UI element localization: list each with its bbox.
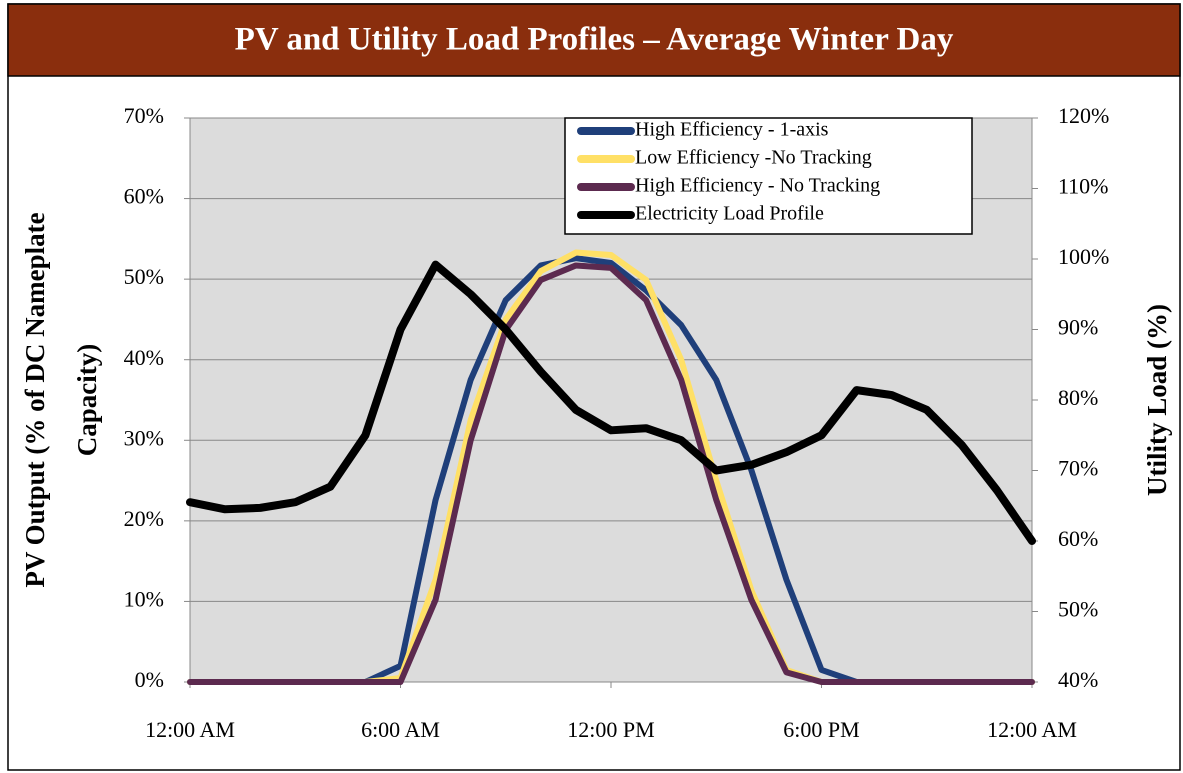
y2-tick-label: 50% — [1058, 597, 1098, 622]
x-tick-label: 12:00 AM — [987, 717, 1077, 742]
x-tick-label: 6:00 AM — [361, 717, 440, 742]
series-line — [187, 262, 1035, 685]
chart-title: PV and Utility Load Profiles – Average W… — [235, 22, 954, 58]
y2-tick-label: 110% — [1058, 174, 1109, 199]
y2-tick-label: 60% — [1058, 526, 1098, 551]
y-axis-title: Capacity) — [72, 344, 102, 456]
title-bar — [7, 3, 1181, 77]
y-tick-label: 50% — [124, 264, 164, 289]
x-tick-label: 6:00 PM — [783, 717, 859, 742]
x-tick-label: 12:00 AM — [145, 717, 235, 742]
y2-tick-label: 70% — [1058, 456, 1098, 481]
y2-tick-label: 40% — [1058, 667, 1098, 692]
y-tick-label: 10% — [124, 586, 164, 611]
y-tick-label: 60% — [124, 184, 164, 209]
legend-label: Electricity Load Profile — [635, 203, 824, 225]
legend-label: High Efficiency - 1-axis — [635, 119, 829, 141]
x-tick-label: 12:00 PM — [567, 717, 654, 742]
y-tick-label: 40% — [124, 345, 164, 370]
y-tick-label: 0% — [135, 667, 164, 692]
y2-tick-label: 80% — [1058, 385, 1098, 410]
y-tick-label: 20% — [124, 506, 164, 531]
legend-label: High Efficiency - No Tracking — [635, 175, 880, 197]
series-line — [186, 260, 1036, 545]
y2-tick-label: 90% — [1058, 315, 1098, 340]
y-tick-label: 30% — [124, 425, 164, 450]
y-axis-title: PV Output (% of DC Nameplate — [20, 212, 50, 587]
y-tick-label: 70% — [124, 103, 164, 128]
y2-axis-title: Utility Load (%) — [1142, 304, 1172, 496]
y2-tick-label: 100% — [1058, 244, 1109, 269]
legend-label: Low Efficiency -No Tracking — [635, 147, 872, 169]
y2-tick-label: 120% — [1058, 103, 1109, 128]
